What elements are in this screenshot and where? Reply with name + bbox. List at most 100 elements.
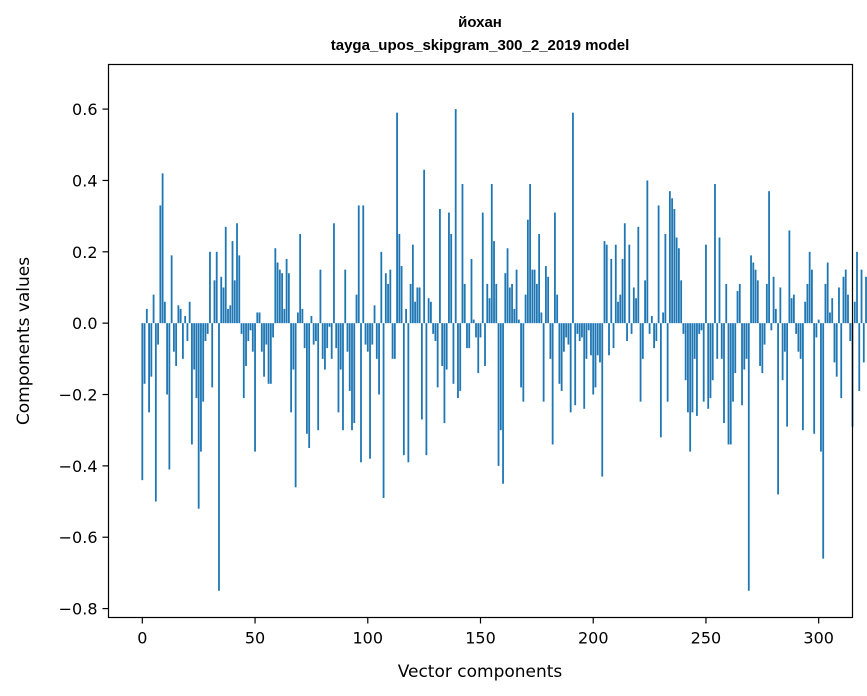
bar-220 — [637, 226, 640, 324]
bar-78 — [317, 323, 320, 431]
y-tick-label: −0.8 — [59, 600, 98, 619]
bar-275 — [761, 323, 764, 374]
bar-145 — [468, 323, 471, 349]
bar-303 — [824, 283, 827, 324]
bar-212 — [619, 294, 622, 324]
bar-1 — [143, 323, 146, 384]
bar-112 — [393, 323, 396, 359]
bar-129 — [432, 323, 435, 334]
bar-297 — [811, 269, 813, 324]
bar-245 — [693, 323, 696, 359]
bar-246 — [696, 323, 698, 416]
bar-271 — [752, 262, 755, 324]
bar-227 — [653, 323, 656, 349]
bar-159 — [499, 323, 502, 431]
bar-252 — [709, 323, 712, 399]
bar-163 — [508, 287, 511, 324]
bar-106 — [380, 251, 383, 324]
bar-243 — [689, 323, 692, 452]
bar-173 — [531, 269, 534, 324]
bar-104 — [375, 323, 378, 359]
bar-283 — [779, 287, 782, 324]
bar-107 — [382, 323, 385, 498]
bar-276 — [763, 323, 766, 345]
bar-9 — [161, 173, 164, 324]
bar-185 — [558, 323, 561, 384]
bar-50 — [254, 323, 256, 452]
bar-126 — [425, 323, 428, 456]
bar-306 — [831, 298, 834, 324]
bar-282 — [777, 323, 780, 495]
bar-52 — [258, 312, 261, 324]
bar-85 — [333, 223, 335, 324]
bar-162 — [506, 248, 509, 324]
bar-71 — [301, 308, 304, 324]
bar-51 — [256, 312, 259, 324]
bar-8 — [159, 205, 162, 324]
bar-115 — [400, 266, 403, 324]
bar-123 — [418, 287, 421, 324]
bar-304 — [826, 262, 829, 324]
bar-313 — [847, 294, 849, 324]
chart-title-line2: tayga_upos_skipgram_300_2_2019 model — [331, 37, 630, 54]
bar-90 — [344, 269, 347, 324]
bar-49 — [251, 323, 254, 352]
bar-67 — [292, 323, 295, 370]
bar-260 — [727, 323, 730, 445]
bar-73 — [305, 323, 308, 434]
bar-299 — [815, 323, 818, 338]
bar-265 — [738, 283, 741, 324]
bar-232 — [664, 233, 667, 324]
bar-42 — [236, 223, 238, 324]
bar-153 — [486, 283, 489, 324]
bar-32 — [213, 280, 216, 324]
bar-59 — [274, 248, 277, 324]
bar-157 — [495, 283, 498, 324]
bar-180 — [547, 276, 550, 324]
bar-287 — [788, 230, 791, 324]
bar-91 — [346, 323, 349, 352]
bar-249 — [702, 323, 705, 402]
bar-223 — [644, 280, 646, 324]
bar-62 — [281, 273, 284, 324]
bar-101 — [369, 323, 371, 459]
bar-58 — [272, 323, 274, 338]
bar-219 — [635, 298, 637, 324]
bar-7 — [157, 323, 160, 345]
bar-134 — [443, 323, 446, 424]
bar-267 — [743, 323, 746, 370]
bar-6 — [154, 323, 157, 502]
bar-228 — [655, 323, 658, 341]
bar-55 — [265, 323, 268, 345]
bar-125 — [423, 169, 426, 324]
bar-188 — [565, 323, 568, 338]
bar-295 — [806, 283, 809, 324]
bar-137 — [450, 233, 453, 324]
bar-161 — [504, 273, 507, 324]
bar-27 — [202, 323, 205, 402]
bar-254 — [714, 184, 716, 324]
bar-95 — [355, 294, 358, 324]
bar-182 — [551, 323, 554, 445]
bar-86 — [335, 323, 338, 349]
bar-22 — [191, 323, 193, 445]
bar-60 — [276, 262, 279, 324]
bar-204 — [601, 323, 604, 477]
bar-203 — [599, 323, 601, 363]
bar-63 — [283, 308, 286, 324]
bar-13 — [170, 255, 173, 324]
bar-296 — [808, 251, 811, 324]
bar-75 — [310, 316, 313, 324]
bar-288 — [790, 298, 793, 324]
bar-167 — [517, 319, 520, 324]
bar-116 — [402, 323, 405, 456]
bar-24 — [195, 323, 198, 399]
bar-289 — [792, 294, 795, 324]
bar-320 — [862, 323, 865, 363]
bar-99 — [364, 323, 367, 345]
bar-177 — [540, 312, 543, 324]
bar-293 — [801, 323, 804, 431]
bar-96 — [357, 205, 360, 324]
bar-169 — [522, 323, 525, 402]
bar-120 — [411, 244, 414, 324]
